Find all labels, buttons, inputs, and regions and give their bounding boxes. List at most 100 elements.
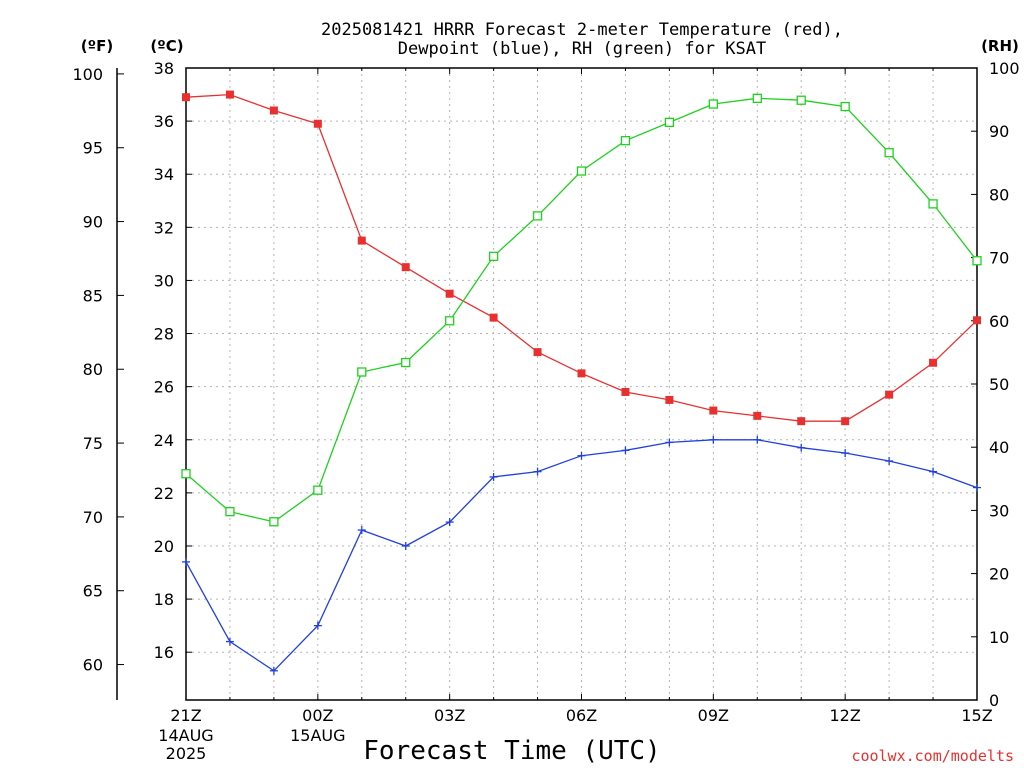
plot-frame [185, 67, 978, 701]
rh-point [488, 251, 499, 261]
temperature-point [577, 369, 586, 378]
x-tick-label: 12Z [830, 706, 861, 725]
celsius-tick-label: 38 [154, 59, 174, 78]
temperature-point [225, 90, 234, 99]
celsius-tick-label: 34 [154, 165, 174, 184]
fahrenheit-tick-label: 100 [72, 65, 103, 84]
credit-text: coolwx.com/modelts [851, 747, 1014, 765]
celsius-tick-label: 24 [154, 431, 174, 450]
dewpoint-point [313, 621, 322, 630]
temperature-point [621, 387, 630, 396]
rh-point [796, 95, 806, 105]
rh-point [884, 148, 894, 158]
fahrenheit-tick-label: 65 [83, 582, 103, 601]
temperature-point [665, 395, 674, 404]
temperature-point [753, 411, 762, 420]
rh-tick-label: 50 [989, 375, 1009, 394]
temperature-point [401, 263, 410, 272]
dewpoint-point [973, 483, 981, 492]
temperature-point [885, 390, 894, 399]
rh-tick-label: 80 [989, 185, 1009, 204]
rh-point [313, 485, 323, 495]
x-axis-label: Forecast Time (UTC) [363, 736, 660, 766]
rh-tick-label: 10 [989, 628, 1009, 647]
x-tick-label: 06Z [566, 706, 597, 725]
dewpoint-point [665, 438, 674, 447]
rh-tick-label: 40 [989, 438, 1009, 457]
dewpoint-point [709, 435, 718, 444]
rh-point [445, 316, 455, 326]
data-series [181, 90, 982, 675]
temperature-point [357, 236, 366, 245]
dewpoint-point [621, 446, 630, 455]
celsius-tick-label: 18 [154, 590, 174, 609]
dewpoint-point [577, 451, 586, 460]
rh-tick-label: 30 [989, 501, 1009, 520]
temperature-point [313, 119, 322, 128]
rh-point [181, 469, 191, 479]
dewpoint-point [929, 467, 938, 476]
rh-point [928, 199, 938, 209]
temperature-point [182, 93, 190, 102]
dewpoint-point [401, 541, 410, 550]
rh-tick-label: 60 [989, 312, 1009, 331]
fahrenheit-tick-label: 90 [83, 213, 103, 232]
rh-point [357, 367, 367, 377]
dewpoint-point [357, 526, 366, 535]
rh-point [225, 507, 235, 517]
temperature-point [709, 406, 718, 415]
temperature-point [533, 348, 542, 357]
x-tick-label: 15Z [961, 706, 992, 725]
dewpoint-point [797, 443, 806, 452]
x-tick-label: 09Z [698, 706, 729, 725]
chart-title-line2: Dewpoint (blue), RH (green) for KSAT [398, 39, 766, 59]
temperature-point [797, 417, 806, 426]
temperature-point [445, 289, 454, 298]
x-date-label: 15AUG [290, 726, 345, 745]
celsius-tick-label: 16 [154, 643, 174, 662]
rh-point [269, 517, 279, 527]
celsius-tick-label: 30 [154, 271, 174, 290]
rh-tick-label: 100 [989, 59, 1020, 78]
x-date-label: 2025 [166, 744, 207, 763]
rh-point [708, 99, 718, 109]
gridlines [186, 67, 977, 700]
temperature-point [269, 106, 278, 115]
dewpoint-point [445, 518, 454, 527]
rh-point [840, 101, 850, 112]
dewpoint-point [753, 435, 762, 444]
celsius-tick-label: 28 [154, 325, 174, 344]
dewpoint-point [225, 637, 234, 646]
fahrenheit-tick-label: 85 [83, 286, 103, 305]
rh-point [972, 256, 982, 266]
temperature-point [841, 417, 850, 426]
dewpoint-point [885, 457, 894, 466]
fahrenheit-tick-label: 60 [83, 656, 103, 675]
fahrenheit-tick-label: 95 [83, 139, 103, 158]
rh-point [401, 357, 411, 368]
temperature-point [929, 358, 938, 367]
rh-point [752, 93, 762, 103]
x-tick-label: 00Z [302, 706, 333, 725]
dewpoint-point [182, 557, 190, 566]
celsius-unit-label: (ºC) [150, 37, 183, 55]
dewpoint-point [489, 472, 498, 481]
rh-tick-label: 20 [989, 565, 1009, 584]
rh-tick-label: 70 [989, 249, 1009, 268]
rh-point [620, 136, 631, 146]
fahrenheit-tick-label: 70 [83, 508, 103, 527]
celsius-tick-label: 26 [154, 378, 174, 397]
rh-point [664, 117, 675, 128]
celsius-tick-label: 20 [154, 537, 174, 556]
fahrenheit-tick-label: 75 [83, 434, 103, 453]
fahrenheit-tick-label: 80 [83, 360, 103, 379]
dewpoint-point [841, 449, 850, 458]
temperature-point [489, 313, 498, 322]
dewpoint-point [269, 666, 278, 675]
rh-unit-label: (RH) [981, 37, 1019, 55]
chart-title-line1: 2025081421 HRRR Forecast 2-meter Tempera… [321, 20, 843, 40]
celsius-tick-label: 22 [154, 484, 174, 503]
rh-tick-label: 0 [989, 691, 999, 710]
